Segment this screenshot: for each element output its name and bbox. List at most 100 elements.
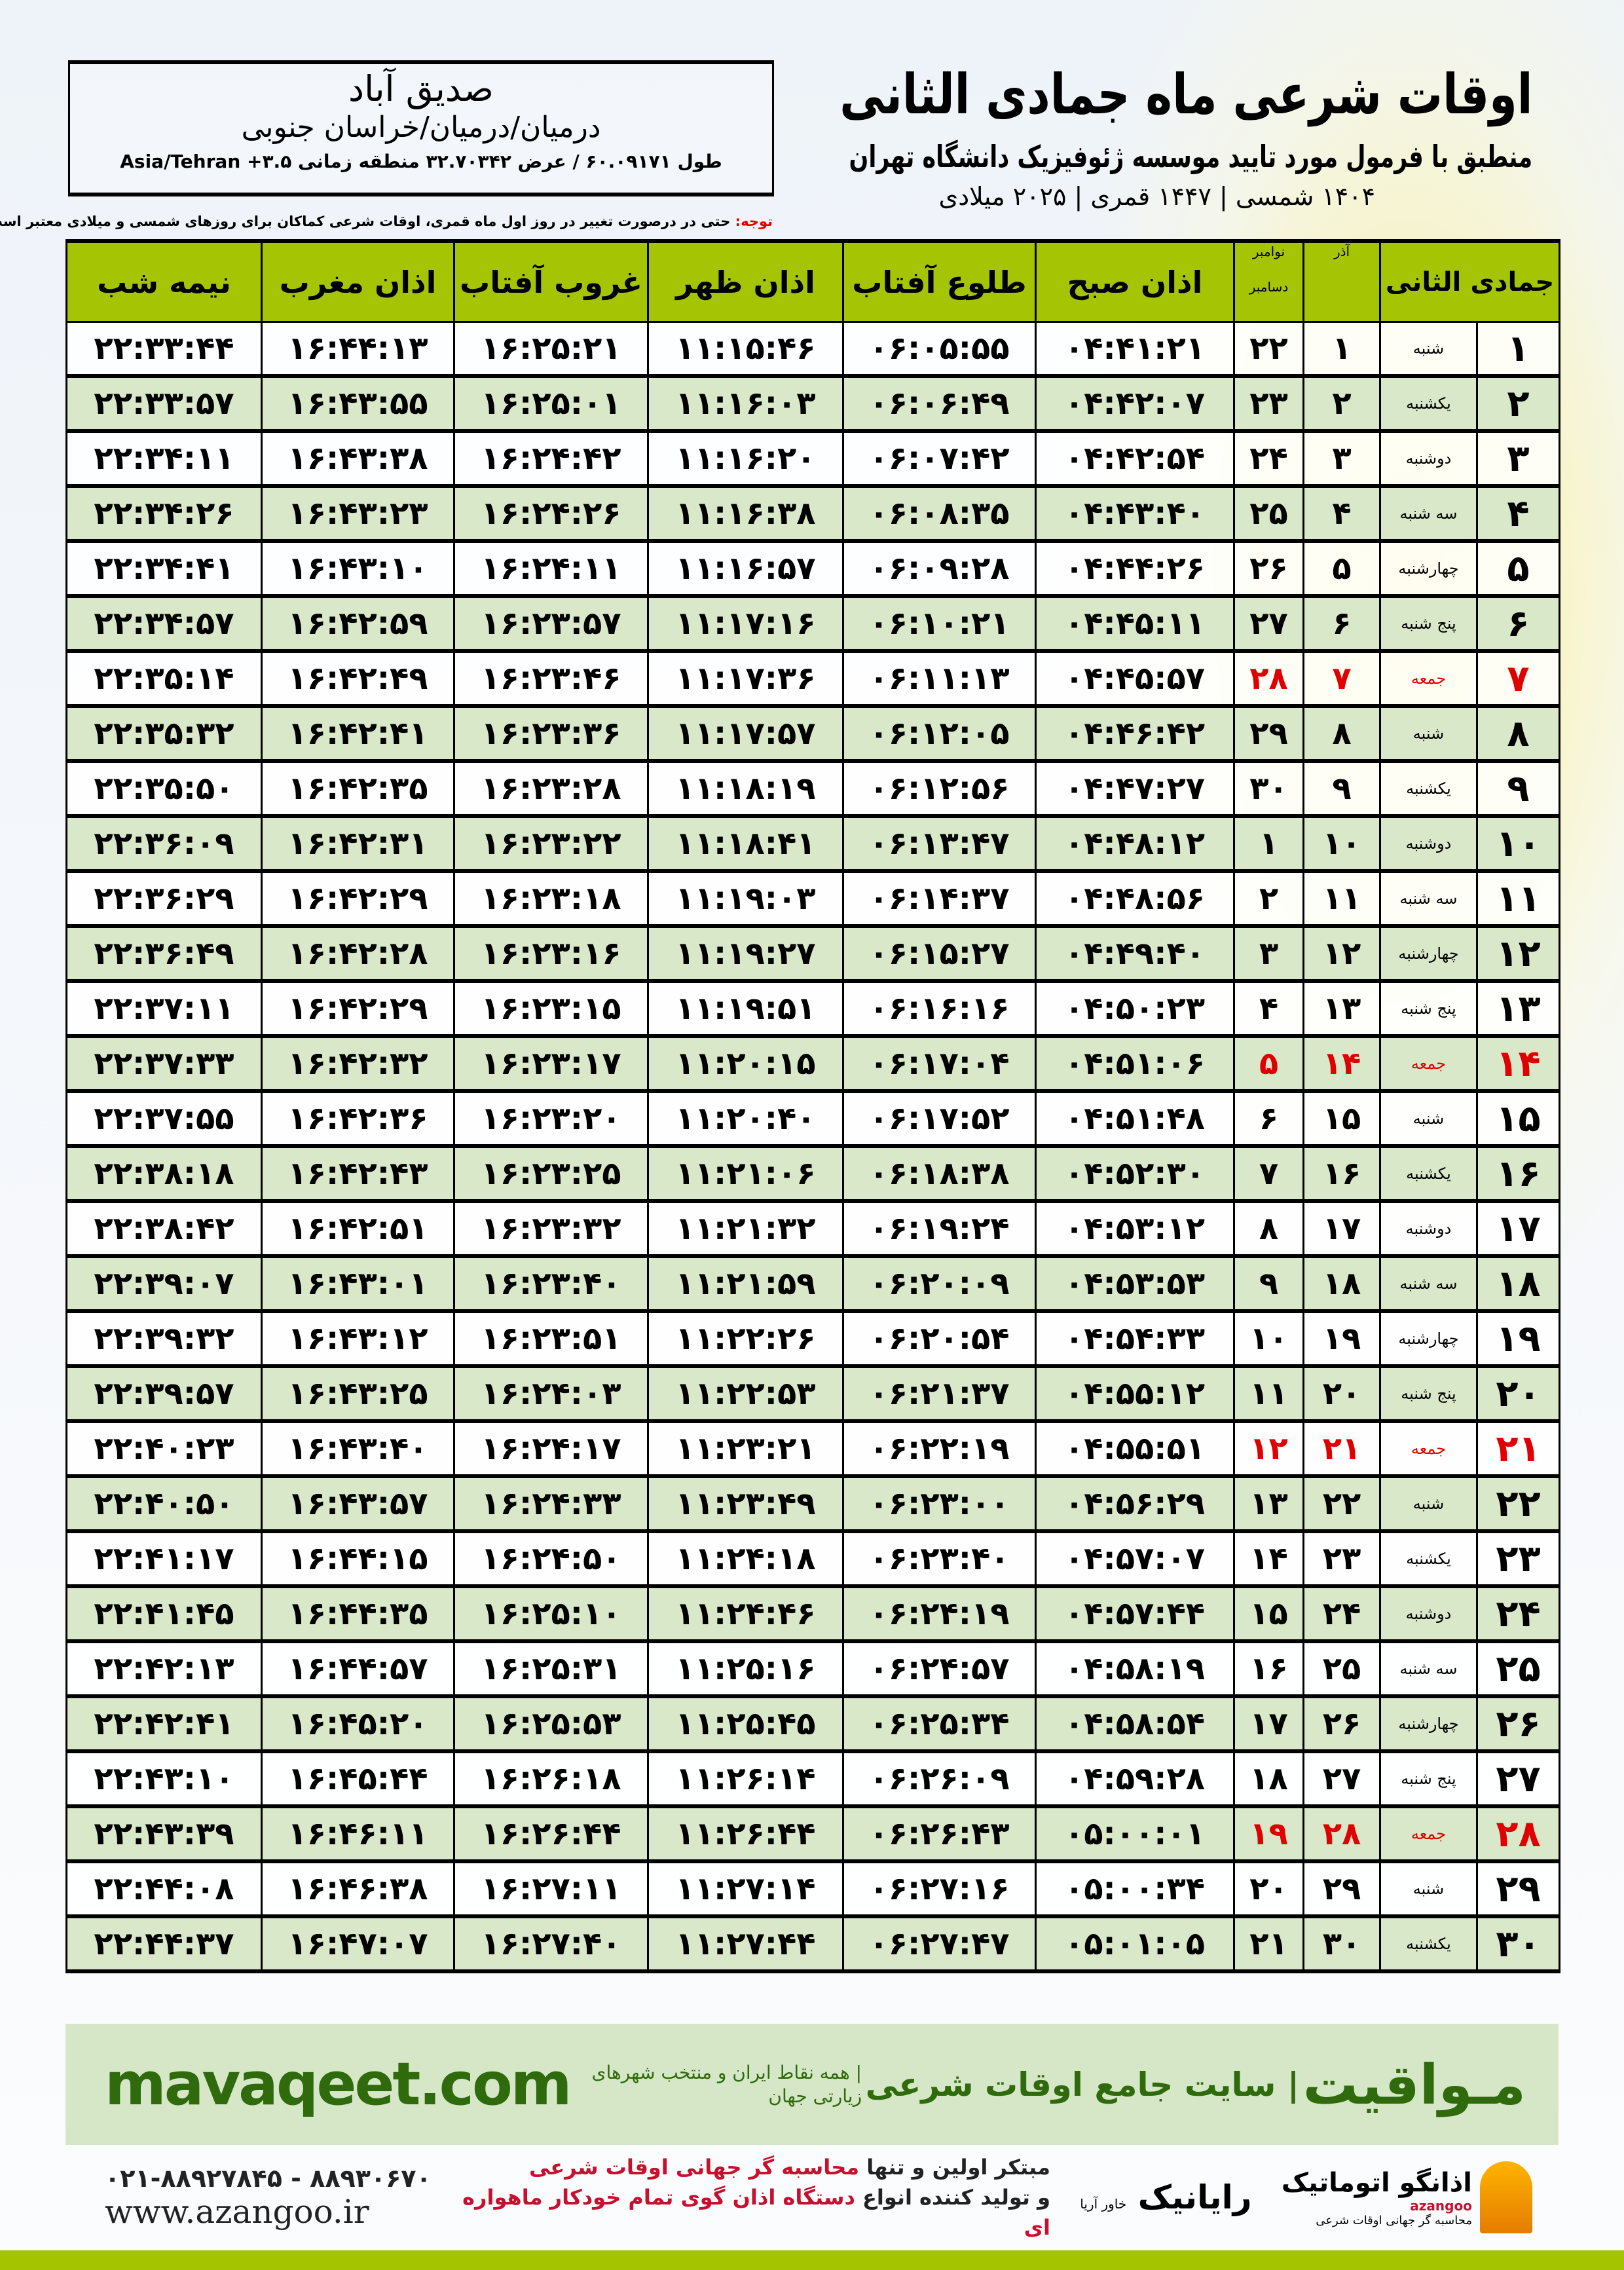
hijri-day-cell: ۵ bbox=[1476, 540, 1560, 598]
site-link[interactable]: mavaqeet.com bbox=[105, 2050, 572, 2119]
hijri-day-cell: ۶ bbox=[1476, 595, 1560, 653]
greg-day-cell: ۱۴ bbox=[1233, 1530, 1304, 1588]
maghrib-cell: ۱۶:۴۲:۳۲ bbox=[261, 1035, 455, 1093]
greg-day-cell: ۱۸ bbox=[1233, 1750, 1304, 1808]
azar-day-cell: ۲۹ bbox=[1302, 1860, 1381, 1918]
table-row: ۲۶ چهارشنبه ۲۶ ۱۷ ۰۴:۵۸:۵۴ ۰۶:۲۵:۳۴ ۱۱:۲۵:۴۵ ۱۶… bbox=[65, 1695, 1560, 1753]
greg-day-cell: ۲۵ bbox=[1233, 485, 1304, 543]
midnight-cell: ۲۲:۴۰:۵۰ bbox=[65, 1475, 263, 1533]
dhuhr-cell: ۱۱:۲۶:۱۴ bbox=[647, 1750, 844, 1808]
azar-day-cell: ۲۷ bbox=[1302, 1750, 1381, 1808]
azar-day-cell: ۵ bbox=[1302, 540, 1381, 598]
fajr-cell: ۰۴:۵۹:۲۸ bbox=[1035, 1750, 1235, 1808]
maghrib-cell: ۱۶:۴۲:۳۶ bbox=[261, 1090, 455, 1148]
note: توجه: حتی در درصورت تغییر در روز اول ماه… bbox=[0, 214, 773, 229]
greg-day-cell: ۲۱ bbox=[1233, 1915, 1304, 1973]
greg-day-cell: ۸ bbox=[1233, 1200, 1304, 1258]
maghrib-cell: ۱۶:۴۵:۲۰ bbox=[261, 1695, 455, 1753]
midnight-cell: ۲۲:۴۴:۳۷ bbox=[65, 1915, 263, 1973]
azar-day-cell: ۱۰ bbox=[1302, 815, 1381, 873]
header-hijri: جمادی الثانی bbox=[1379, 239, 1560, 323]
table-row: ۷ جمعه ۷ ۲۸ ۰۴:۴۵:۵۷ ۰۶:۱۱:۱۳ ۱۱:۱۷:۳۶ ۱۶:۲۳:۴۶… bbox=[65, 650, 1560, 708]
sunset-cell: ۱۶:۲۴:۳۳ bbox=[453, 1475, 649, 1533]
sunrise-cell: ۰۶:۱۲:۵۶ bbox=[842, 760, 1037, 818]
azar-day-cell: ۳ bbox=[1302, 430, 1381, 488]
azar-day-cell: ۱۴ bbox=[1302, 1035, 1381, 1093]
weekday-cell: دوشنبه bbox=[1379, 430, 1478, 488]
hijri-day-cell: ۸ bbox=[1476, 705, 1560, 763]
sunrise-cell: ۰۶:۱۹:۲۴ bbox=[842, 1200, 1037, 1258]
table-row: ۲۸ جمعه ۲۸ ۱۹ ۰۵:۰۰:۰۱ ۰۶:۲۶:۴۳ ۱۱:۲۶:۴۴ ۱۶:۲۶:… bbox=[65, 1805, 1560, 1863]
azangoo-link[interactable]: www.azangoo.ir bbox=[105, 2193, 369, 2231]
greg-day-cell: ۲۷ bbox=[1233, 595, 1304, 653]
hijri-day-cell: ۷ bbox=[1476, 650, 1560, 708]
azar-day-cell: ۲۲ bbox=[1302, 1475, 1381, 1533]
midnight-cell: ۲۲:۳۶:۰۹ bbox=[65, 815, 263, 873]
sunrise-cell: ۰۶:۰۵:۵۵ bbox=[842, 321, 1037, 378]
promo-1b: محاسبه گر جهانی اوقات شرعی bbox=[529, 2155, 860, 2180]
weekday-cell: پنج شنبه bbox=[1379, 1365, 1478, 1423]
fajr-cell: ۰۴:۴۱:۲۱ bbox=[1035, 321, 1235, 378]
sunset-cell: ۱۶:۲۴:۰۳ bbox=[453, 1365, 649, 1423]
midnight-cell: ۲۲:۳۳:۵۷ bbox=[65, 375, 263, 433]
sunrise-cell: ۰۶:۰۷:۴۲ bbox=[842, 430, 1037, 488]
midnight-cell: ۲۲:۳۵:۵۰ bbox=[65, 760, 263, 818]
weekday-cell: پنج شنبه bbox=[1379, 1750, 1478, 1808]
sunset-cell: ۱۶:۲۴:۴۲ bbox=[453, 430, 649, 488]
bottom-bar bbox=[0, 2250, 1624, 2270]
sunset-cell: ۱۶:۲۵:۰۱ bbox=[453, 375, 649, 433]
dhuhr-cell: ۱۱:۱۷:۱۶ bbox=[647, 595, 844, 653]
midnight-cell: ۲۲:۴۳:۳۹ bbox=[65, 1805, 263, 1863]
table-header: جمادی الثانی آذر نوامبر دسامبر اذان صبح ط… bbox=[65, 239, 1560, 323]
page-title: اوقات شرعی ماه جمادی الثانی bbox=[839, 62, 1532, 126]
greg-day-cell: ۱ bbox=[1233, 815, 1304, 873]
maghrib-cell: ۱۶:۴۳:۱۰ bbox=[261, 540, 455, 598]
hijri-day-cell: ۲۳ bbox=[1476, 1530, 1560, 1588]
midnight-cell: ۲۲:۳۹:۰۷ bbox=[65, 1255, 263, 1313]
brand-logo: مـواقیت bbox=[1302, 2052, 1526, 2117]
hijri-day-cell: ۱۷ bbox=[1476, 1200, 1560, 1258]
table-row: ۱۱ سه شنبه ۱۱ ۲ ۰۴:۴۸:۵۶ ۰۶:۱۴:۳۷ ۱۱:۱۹:۰۳ ۱۶:۲… bbox=[65, 870, 1560, 928]
midnight-cell: ۲۲:۳۷:۳۳ bbox=[65, 1035, 263, 1093]
table-row: ۱۷ دوشنبه ۱۷ ۸ ۰۴:۵۳:۱۲ ۰۶:۱۹:۲۴ ۱۱:۲۱:۳۲ ۱۶:۲۳… bbox=[65, 1200, 1560, 1258]
azar-day-cell: ۲۵ bbox=[1302, 1640, 1381, 1698]
greg-day-cell: ۴ bbox=[1233, 980, 1304, 1038]
mosque-dome-icon bbox=[1479, 2161, 1532, 2233]
fajr-cell: ۰۴:۵۴:۳۳ bbox=[1035, 1310, 1235, 1368]
fajr-cell: ۰۴:۴۶:۴۲ bbox=[1035, 705, 1235, 763]
fajr-cell: ۰۴:۴۸:۵۶ bbox=[1035, 870, 1235, 928]
weekday-cell: دوشنبه bbox=[1379, 1200, 1478, 1258]
sunset-cell: ۱۶:۲۵:۲۱ bbox=[453, 321, 649, 378]
azar-day-cell: ۷ bbox=[1302, 650, 1381, 708]
maghrib-cell: ۱۶:۴۲:۵۹ bbox=[261, 595, 455, 653]
sunrise-cell: ۰۶:۲۵:۳۴ bbox=[842, 1695, 1037, 1753]
greg-day-cell: ۲۰ bbox=[1233, 1860, 1304, 1918]
sunset-cell: ۱۶:۲۴:۱۱ bbox=[453, 540, 649, 598]
header-greg: نوامبر دسامبر bbox=[1233, 239, 1304, 323]
footer-contact: ۰۲۱-۸۸۹۲۷۸۴۵ - ۸۸۹۳۰۶۷۰ www.azangoo.ir م… bbox=[65, 2151, 1559, 2243]
dhuhr-cell: ۱۱:۲۳:۲۱ bbox=[647, 1420, 844, 1478]
maghrib-cell: ۱۶:۴۴:۵۷ bbox=[261, 1640, 455, 1698]
hijri-day-cell: ۲۸ bbox=[1476, 1805, 1560, 1863]
coordinates: طول ۶۰.۰۹۱۷۱ / عرض ۳۲.۷۰۳۴۲ منطقه زمانی … bbox=[120, 151, 722, 172]
greg-day-cell: ۱۷ bbox=[1233, 1695, 1304, 1753]
header-december: دسامبر bbox=[1249, 279, 1289, 295]
table-row: ۳ دوشنبه ۳ ۲۴ ۰۴:۴۲:۵۴ ۰۶:۰۷:۴۲ ۱۱:۱۶:۲۰ ۱۶:۲۴:… bbox=[65, 430, 1560, 488]
hijri-day-cell: ۱۵ bbox=[1476, 1090, 1560, 1148]
dhuhr-cell: ۱۱:۲۶:۴۴ bbox=[647, 1805, 844, 1863]
hijri-day-cell: ۱۰ bbox=[1476, 815, 1560, 873]
sunset-cell: ۱۶:۲۳:۲۲ bbox=[453, 815, 649, 873]
maghrib-cell: ۱۶:۴۷:۰۷ bbox=[261, 1915, 455, 1973]
midnight-cell: ۲۲:۳۷:۱۱ bbox=[65, 980, 263, 1038]
sunrise-cell: ۰۶:۲۶:۴۳ bbox=[842, 1805, 1037, 1863]
hijri-day-cell: ۱۴ bbox=[1476, 1035, 1560, 1093]
sunrise-cell: ۰۶:۲۴:۱۹ bbox=[842, 1585, 1037, 1643]
sunset-cell: ۱۶:۲۳:۲۸ bbox=[453, 760, 649, 818]
fajr-cell: ۰۴:۵۵:۵۱ bbox=[1035, 1420, 1235, 1478]
greg-day-cell: ۲۹ bbox=[1233, 705, 1304, 763]
dhuhr-cell: ۱۱:۲۲:۵۳ bbox=[647, 1365, 844, 1423]
azar-day-cell: ۳۰ bbox=[1302, 1915, 1381, 1973]
azar-day-cell: ۱۱ bbox=[1302, 870, 1381, 928]
sunrise-cell: ۰۶:۲۰:۵۴ bbox=[842, 1310, 1037, 1368]
promo-2a: و تولید کننده انواع bbox=[855, 2185, 1050, 2210]
